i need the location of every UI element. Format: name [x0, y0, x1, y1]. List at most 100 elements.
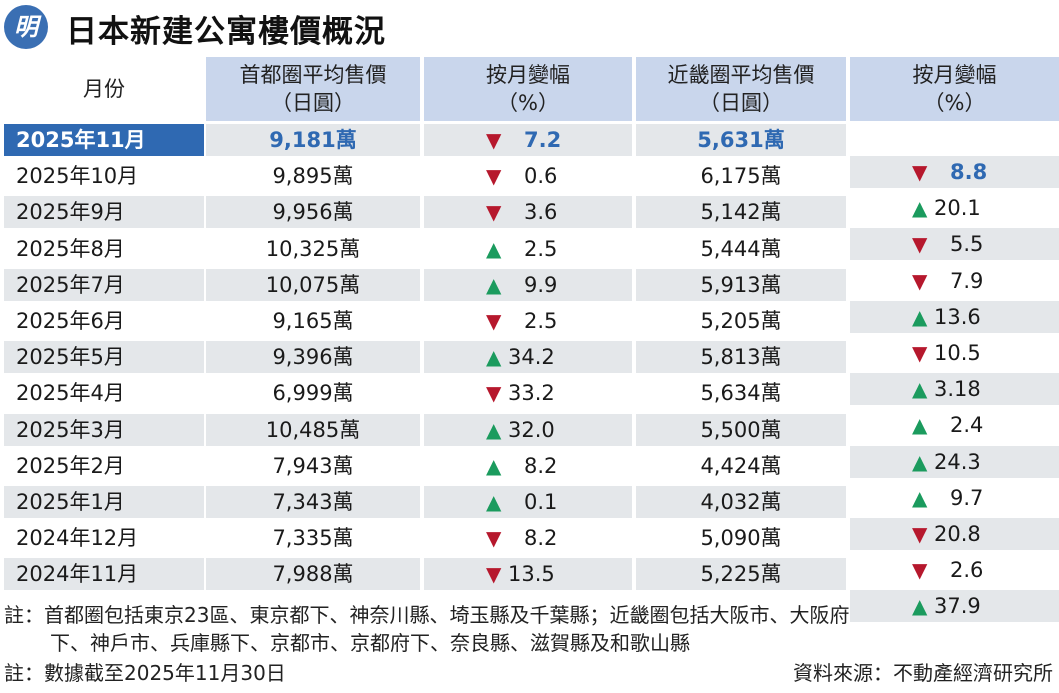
kinki-change-cell: ▲ 37.9 [850, 590, 1059, 623]
tokyo-change-cell: ▼ 3.6 [424, 196, 632, 229]
month-cell: 2025年1月 [4, 486, 204, 518]
kinki-change-cell: ▲ 2.4 [850, 409, 1059, 442]
month-cell: 2024年12月 [4, 522, 204, 555]
table-row: 2024年12月 7,335萬 ▼ 8.2 5,090萬 ▼ 2.6 [0, 521, 1059, 587]
note-data-date: 註：數據截至2025年11月30日 [4, 661, 286, 685]
header-tokyo-price: 首都圈平均售價 （日圓） [206, 57, 420, 121]
source-note: 資料來源：不動產經濟研究所 [793, 661, 1053, 685]
month-cell: 2025年8月 [4, 232, 204, 265]
newspaper-logo: 明 [4, 5, 48, 49]
tokyo-change-cell: ▼ 0.6 [424, 160, 632, 193]
kinki-price-cell: 4,424萬 [636, 449, 846, 482]
month-cell: 2025年11月 [4, 124, 204, 156]
change-value: 20.8 [934, 522, 981, 546]
header-kinki-price: 近畿圈平均售價 （日圓） [636, 57, 846, 121]
kinki-price-cell: 5,205萬 [636, 305, 846, 337]
kinki-change-cell: ▲ 20.1 [850, 192, 1059, 225]
month-cell: 2025年3月 [4, 413, 204, 446]
month-cell: 2025年7月 [4, 268, 204, 301]
kinki-price-cell: 5,142萬 [636, 196, 846, 229]
change-value: 0.1 [524, 490, 558, 514]
tokyo-price-cell: 7,943萬 [206, 449, 420, 482]
change-value: 3.18 [934, 377, 981, 402]
up-arrow-icon: ▲ [486, 490, 502, 514]
change-value: 10.5 [934, 341, 981, 365]
down-arrow-icon: ▼ [486, 164, 502, 189]
change-value: 24.3 [934, 449, 981, 474]
note-coverage-line1: 註：首都圈包括東京23區、東京都下、神奈川縣、埼玉縣及千葉縣；近畿圈包括大阪市、… [4, 603, 850, 627]
tokyo-change-cell: ▲ 34.2 [424, 341, 632, 374]
kinki-price-cell: 5,813萬 [636, 341, 846, 374]
up-arrow-icon: ▲ [486, 236, 502, 261]
down-arrow-icon: ▼ [486, 526, 502, 551]
title-bar: 明 日本新建公寓樓價概況 [0, 0, 1059, 56]
table-row: 2025年2月 7,943萬 ▲ 8.2 4,424萬 ▲ 9.7 [0, 449, 1059, 514]
change-value: 2.4 [950, 413, 984, 438]
down-arrow-icon: ▼ [486, 128, 502, 152]
up-arrow-icon: ▲ [486, 417, 502, 442]
tokyo-price-cell: 7,988萬 [206, 558, 420, 591]
tokyo-change-cell: ▼ 2.5 [424, 305, 632, 337]
tokyo-change-cell: ▼ 8.2 [424, 522, 632, 555]
up-arrow-icon: ▲ [486, 453, 502, 478]
table-row: 2025年8月 10,325萬 ▲ 2.5 5,444萬 ▼ 7.9 [0, 232, 1059, 297]
tokyo-price-cell: 7,335萬 [206, 522, 420, 555]
tokyo-price-cell: 7,343萬 [206, 486, 420, 518]
tokyo-change-cell: ▲ 32.0 [424, 413, 632, 446]
kinki-price-cell: 5,090萬 [636, 522, 846, 555]
up-arrow-icon: ▲ [912, 594, 928, 619]
kinki-price-cell: 5,631萬 [636, 124, 846, 156]
tokyo-change-cell: ▲ 0.1 [424, 486, 632, 518]
change-value: 13.5 [508, 562, 555, 587]
table-row: 2025年10月 9,895萬 ▼ 0.6 6,175萬 ▲ 20.1 [0, 159, 1059, 225]
down-arrow-icon: ▼ [486, 562, 502, 587]
up-arrow-icon: ▲ [486, 272, 502, 297]
tokyo-price-cell: 10,485萬 [206, 413, 420, 446]
table-row: 2025年3月 10,485萬 ▲ 32.0 5,500萬 ▲ 24.3 [0, 413, 1059, 478]
change-value: 32.0 [508, 417, 555, 442]
tokyo-change-cell: ▲ 9.9 [424, 268, 632, 301]
table-row: 2025年4月 6,999萬 ▼ 33.2 5,634萬 ▲ 2.4 [0, 376, 1059, 442]
change-value: 2.5 [524, 309, 558, 333]
up-arrow-icon: ▲ [912, 377, 928, 402]
tokyo-change-cell: ▼ 7.2 [424, 124, 632, 156]
down-arrow-icon: ▼ [486, 381, 502, 406]
month-cell: 2025年2月 [4, 449, 204, 482]
tokyo-change-cell: ▲ 2.5 [424, 232, 632, 265]
change-value: 9.7 [950, 485, 984, 510]
table-row: 2025年9月 9,956萬 ▼ 3.6 5,142萬 ▼ 5.5 [0, 195, 1059, 261]
table-row: 2025年5月 9,396萬 ▲ 34.2 5,813萬 ▲ 3.18 [0, 340, 1059, 406]
tokyo-price-cell: 10,325萬 [206, 232, 420, 265]
month-cell: 2025年9月 [4, 196, 204, 229]
kinki-price-cell: 4,032萬 [636, 486, 846, 518]
change-value: 20.1 [934, 196, 981, 221]
kinki-change-cell: ▼ 10.5 [850, 337, 1059, 369]
down-arrow-icon: ▼ [912, 558, 928, 583]
tokyo-price-cell: 9,956萬 [206, 196, 420, 229]
change-value: 0.6 [524, 164, 558, 189]
down-arrow-icon: ▼ [912, 160, 928, 184]
logo-text: 明 [14, 12, 38, 41]
kinki-change-cell: ▼ 2.6 [850, 554, 1059, 587]
kinki-price-cell: 5,913萬 [636, 268, 846, 301]
table-row: 2025年11月 9,181萬 ▼ 7.2 5,631萬 ▼ 8.8 [0, 123, 1059, 188]
tokyo-price-cell: 9,165萬 [206, 305, 420, 337]
month-cell: 2024年11月 [4, 558, 204, 591]
kinki-change-cell: ▲ 9.7 [850, 481, 1059, 514]
kinki-change-cell: ▲ 3.18 [850, 373, 1059, 406]
table-row: 2024年11月 7,988萬 ▼ 13.5 5,225萬 ▲ 37.9 [0, 557, 1059, 623]
kinki-price-cell: 5,500萬 [636, 413, 846, 446]
down-arrow-icon: ▼ [486, 200, 502, 225]
kinki-change-cell: ▲ 24.3 [850, 445, 1059, 478]
kinki-price-cell: 5,634萬 [636, 377, 846, 410]
kinki-change-cell: ▼ 5.5 [850, 228, 1059, 261]
change-value: 33.2 [508, 381, 555, 406]
header-tokyo-change: 按月變幅 （%） [424, 57, 632, 121]
table-header: 月份 首都圈平均售價 （日圓） 按月變幅 （%） 近畿圈平均售價 （日圓） 按月變幅（… [0, 57, 1059, 122]
down-arrow-icon: ▼ [912, 522, 928, 546]
month-cell: 2025年5月 [4, 341, 204, 374]
month-cell: 2025年4月 [4, 377, 204, 410]
page-title: 日本新建公寓樓價概況 [66, 14, 386, 50]
up-arrow-icon: ▲ [912, 413, 928, 438]
change-value: 34.2 [508, 345, 555, 370]
